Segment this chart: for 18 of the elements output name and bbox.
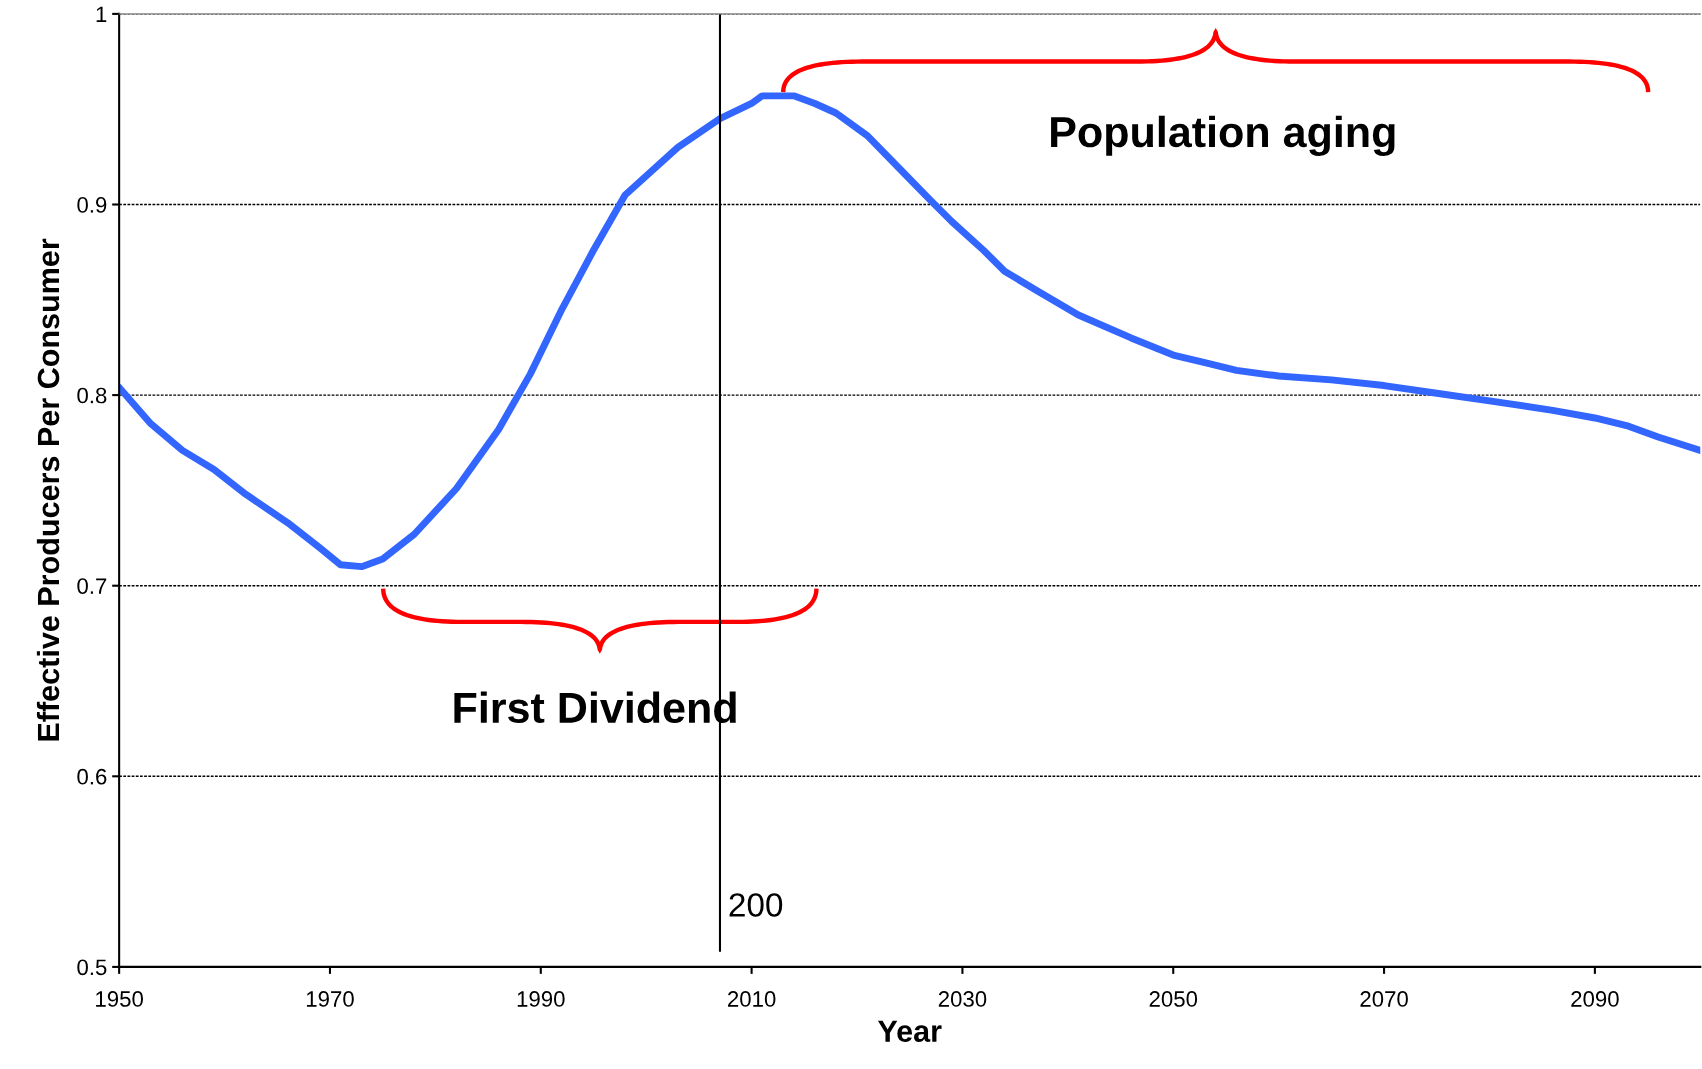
- y-tick-label: 0.8: [77, 387, 107, 404]
- y-tick-label: 1: [96, 6, 107, 22]
- x-tick-label: 2070: [1360, 991, 1408, 1007]
- x-tick-label: 2050: [1149, 991, 1198, 1007]
- x-tick-label: 2090: [1571, 991, 1619, 1007]
- x-tick-label: 1970: [306, 991, 354, 1007]
- y-tick-label: 0.5: [77, 959, 107, 976]
- x-axis-title: Year: [877, 1020, 942, 1043]
- x-tick-label: 2010: [728, 991, 776, 1007]
- y-axis-title: Effective Producers Per Consumer: [36, 238, 60, 741]
- y-tick-label: 0.7: [77, 578, 107, 594]
- x-tick-label: 2030: [938, 991, 987, 1007]
- annotation: 200: [729, 893, 783, 917]
- x-tick-label: 1990: [517, 991, 565, 1007]
- x-tick-label: 1950: [96, 991, 143, 1007]
- annotation: Population aging: [1051, 115, 1395, 157]
- y-tick-label: 0.6: [77, 768, 107, 785]
- y-tick-label: 0.9: [77, 197, 107, 213]
